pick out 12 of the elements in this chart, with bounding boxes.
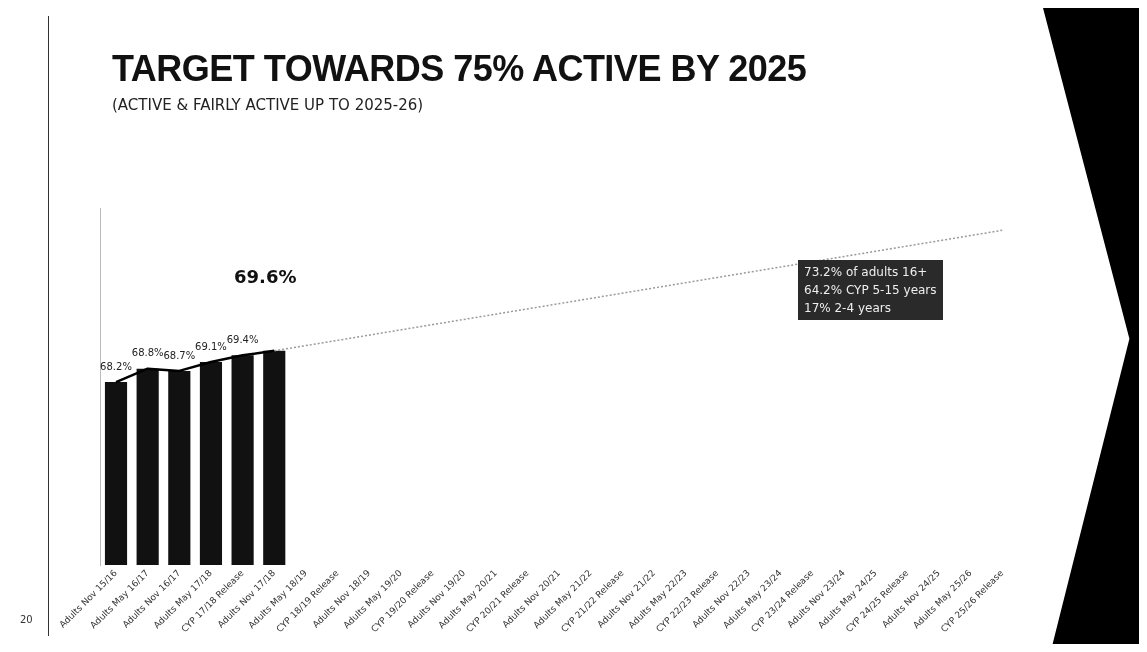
data-label: 69.4%: [226, 333, 259, 345]
annotation: 17% 2-4 years: [804, 300, 892, 317]
data-label: 68.8%: [131, 347, 164, 359]
data-label: 69.1%: [195, 340, 227, 352]
annotation: 69.6%: [234, 266, 297, 287]
data-label: 68.2%: [100, 360, 132, 372]
text: 20: [20, 614, 33, 625]
chart-title: TARGET TOWARDS 75% ACTIVE BY 2025: [112, 48, 807, 90]
annotation: 64.2% CYP 5-15 years: [804, 282, 937, 299]
annotation: 73.2% of adults 16+: [804, 264, 929, 281]
chart-subtitle: (ACTIVE & FAIRLY ACTIVE UP TO 2025-26): [112, 96, 424, 114]
data-label: 68.7%: [163, 349, 196, 361]
